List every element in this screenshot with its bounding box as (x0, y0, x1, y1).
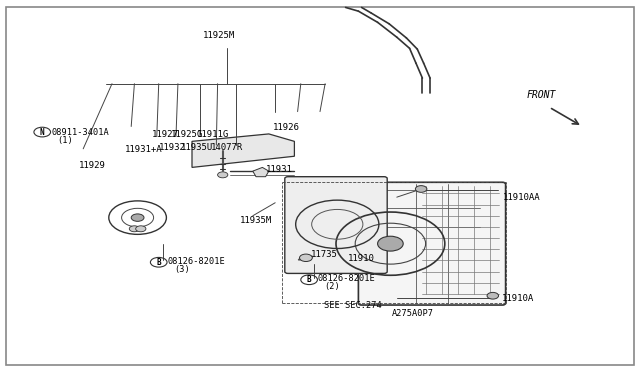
Text: 11925G: 11925G (171, 130, 203, 139)
Text: (2): (2) (324, 282, 340, 291)
Circle shape (129, 226, 140, 232)
Text: N: N (40, 128, 45, 137)
Text: 11910A: 11910A (502, 294, 534, 303)
Text: 11935M: 11935M (240, 216, 272, 225)
FancyBboxPatch shape (285, 177, 387, 273)
Text: 11931+A: 11931+A (125, 145, 163, 154)
FancyBboxPatch shape (6, 7, 634, 365)
Text: 11910: 11910 (348, 254, 374, 263)
Text: 11910AA: 11910AA (503, 193, 541, 202)
Polygon shape (192, 134, 294, 167)
Polygon shape (253, 167, 269, 177)
Text: 11932: 11932 (159, 143, 186, 152)
Text: FRONT: FRONT (526, 90, 556, 100)
Text: B: B (156, 258, 161, 267)
Text: (3): (3) (174, 265, 190, 274)
Text: 11927: 11927 (152, 130, 179, 139)
Text: 11931: 11931 (266, 165, 292, 174)
Text: 11925M: 11925M (203, 31, 235, 40)
Circle shape (218, 172, 228, 178)
Circle shape (300, 254, 312, 262)
Text: A275A0P7: A275A0P7 (392, 309, 434, 318)
Circle shape (131, 214, 144, 221)
Circle shape (136, 226, 146, 232)
Text: 11911G: 11911G (196, 130, 228, 139)
Text: 08126-8201E: 08126-8201E (168, 257, 225, 266)
Text: SEE SEC.274: SEE SEC.274 (324, 301, 381, 310)
Text: (1): (1) (58, 136, 74, 145)
Text: 11929: 11929 (79, 161, 106, 170)
FancyBboxPatch shape (358, 182, 506, 305)
Text: 08126-8201E: 08126-8201E (317, 274, 375, 283)
Text: B: B (307, 275, 312, 284)
Circle shape (378, 236, 403, 251)
Text: 11935U: 11935U (181, 143, 213, 152)
Text: 08911-3401A: 08911-3401A (51, 128, 109, 137)
Circle shape (487, 292, 499, 299)
Circle shape (415, 186, 427, 192)
Text: 11926: 11926 (273, 123, 300, 132)
Text: 11735: 11735 (310, 250, 337, 259)
Text: 14077R: 14077R (211, 143, 243, 152)
